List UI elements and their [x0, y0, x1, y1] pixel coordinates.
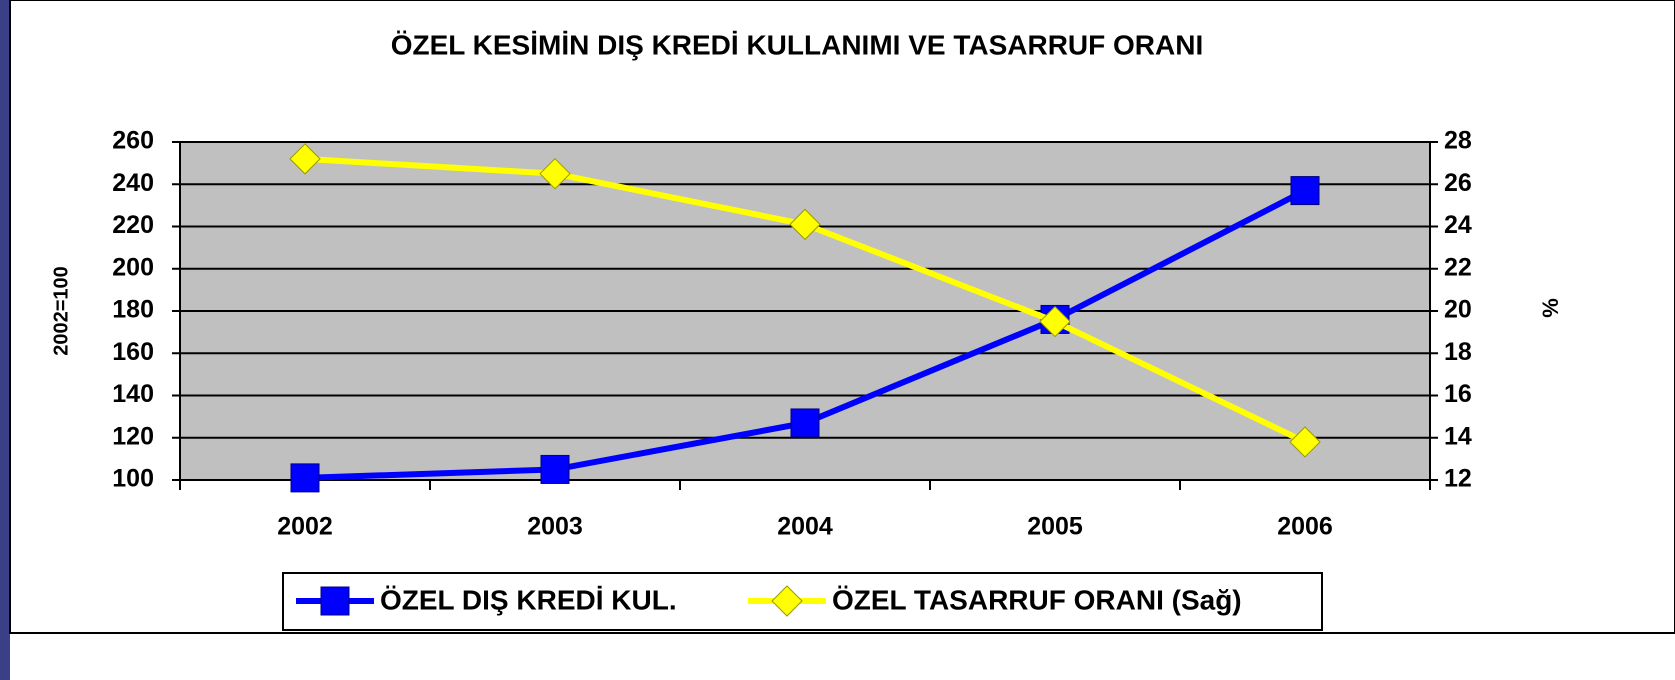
y-tick-label: 220 [112, 211, 154, 239]
legend-label: ÖZEL TASARRUF ORANI (Sağ) [832, 584, 1242, 615]
y2-tick-label: 18 [1444, 338, 1472, 366]
y-axis-label: 2002=100 [50, 266, 72, 356]
data-point [789, 208, 821, 241]
y2-tick-label: 20 [1444, 296, 1472, 324]
data-point [790, 408, 820, 438]
y-tick-label: 180 [112, 296, 154, 324]
data-point [290, 463, 320, 493]
y-tick-label: 200 [112, 253, 154, 281]
y-tick-label: 100 [112, 465, 154, 493]
data-point [289, 143, 321, 175]
y-tick-label: 160 [112, 338, 154, 366]
y2-tick-label: 12 [1444, 465, 1472, 493]
x-tick-label: 2002 [277, 513, 333, 541]
data-point [1289, 426, 1321, 458]
y2-axis-label: % [1538, 298, 1563, 318]
y-tick-label: 140 [112, 380, 154, 408]
x-tick-label: 2005 [1027, 513, 1083, 541]
y-tick-label: 260 [112, 127, 154, 155]
legend-label: ÖZEL DIŞ KREDİ KUL. [380, 584, 677, 615]
y2-tick-label: 28 [1444, 127, 1472, 155]
y-tick-label: 240 [112, 169, 154, 197]
legend-marker [771, 585, 803, 617]
y2-tick-label: 16 [1444, 380, 1472, 408]
y2-tick-label: 14 [1444, 422, 1472, 450]
x-tick-label: 2004 [777, 513, 833, 541]
data-point [540, 454, 570, 484]
legend-marker [320, 586, 350, 616]
data-point [1039, 305, 1071, 338]
y2-tick-label: 26 [1444, 169, 1472, 197]
y2-tick-label: 22 [1444, 253, 1472, 281]
y2-tick-label: 24 [1444, 211, 1472, 239]
y-tick-label: 120 [112, 422, 154, 450]
x-tick-label: 2003 [527, 513, 583, 541]
data-point [1290, 176, 1320, 206]
data-point [539, 157, 571, 190]
x-tick-label: 2006 [1277, 513, 1333, 541]
slide-edge [0, 0, 10, 680]
chart-title: ÖZEL KESİMİN DIŞ KREDİ KULLANIMI VE TASA… [391, 29, 1204, 60]
